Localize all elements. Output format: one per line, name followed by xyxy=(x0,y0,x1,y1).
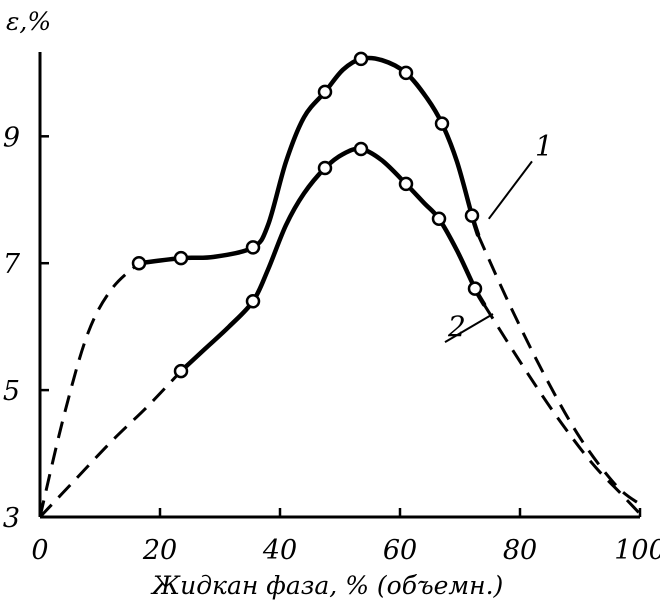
curves xyxy=(38,55,642,519)
series-1-dashed-end xyxy=(476,234,641,506)
series-2-point-2 xyxy=(245,294,261,309)
x-tick-label-60: 60 xyxy=(383,535,417,566)
markers xyxy=(131,51,483,379)
x-tick-label-80: 80 xyxy=(503,535,537,566)
series-1-line xyxy=(136,55,481,266)
series-2-point-5 xyxy=(398,176,414,192)
y-tick-label-9: 9 xyxy=(3,122,20,153)
series-1-point-8 xyxy=(464,208,480,223)
x-tick-label-100: 100 xyxy=(614,535,660,566)
series-2-dashed-end xyxy=(482,303,642,515)
x-tick-label-0: 0 xyxy=(31,535,48,566)
series-1-point-3 xyxy=(245,240,261,255)
series-label-2: 2 xyxy=(447,310,466,343)
series-labels: 12 xyxy=(444,129,553,344)
series-2-point-1 xyxy=(173,363,189,379)
series-2-point-3 xyxy=(317,160,333,176)
y-tick-label-3: 3 xyxy=(3,503,20,534)
series-2-line xyxy=(178,146,487,374)
x-tick-label-40: 40 xyxy=(262,535,297,566)
y-tick-label-7: 7 xyxy=(3,249,21,280)
y-tick-label-5: 5 xyxy=(3,376,20,407)
series-1-point-7 xyxy=(434,116,450,131)
series-label-1: 1 xyxy=(535,129,553,162)
y-axis-title: ε,% xyxy=(6,7,51,36)
series-2-point-6 xyxy=(431,211,447,227)
x-tick-label-20: 20 xyxy=(142,535,177,566)
x-axis-title: Жидкан фаза, % (объемн.) xyxy=(150,571,503,600)
series-1-dashed-start xyxy=(38,262,141,518)
series-2-dashed-start xyxy=(38,370,183,519)
series-1-point-4 xyxy=(317,84,333,100)
series-label-2-leader xyxy=(444,313,494,344)
ticks xyxy=(40,135,642,517)
series-label-1-leader xyxy=(488,160,533,220)
axes xyxy=(38,52,640,519)
series-2-point-7 xyxy=(467,281,483,296)
series-2-point-4 xyxy=(353,141,369,157)
tick-labels: 0 20 40 60 80 100 3 5 7 9 xyxy=(3,122,660,566)
series-1-point-6 xyxy=(398,65,414,81)
series-1-point-5 xyxy=(353,51,369,67)
series-1-point-2 xyxy=(173,250,189,266)
series-1-point-1 xyxy=(131,255,147,271)
